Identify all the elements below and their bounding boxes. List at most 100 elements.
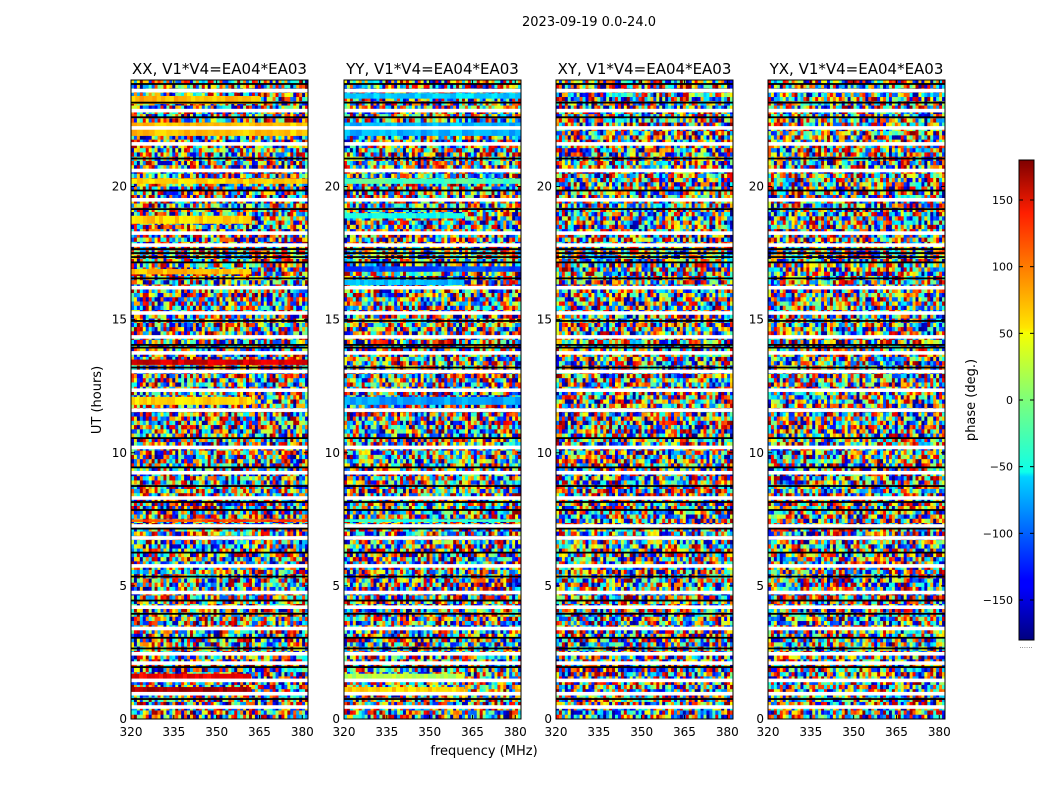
heatmap-cell [166, 143, 170, 149]
heatmap-cell [148, 352, 152, 358]
heatmap-cell [187, 352, 191, 358]
heatmap-cell [133, 92, 138, 98]
heatmap-cell [210, 160, 214, 166]
heatmap-cell [284, 416, 288, 422]
heatmap-cell [187, 416, 191, 422]
heatmap-cell [169, 412, 173, 417]
heatmap-cell [251, 348, 256, 353]
heatmap-cell [133, 190, 138, 196]
heatmap-cell [275, 84, 279, 89]
heatmap-cell [175, 203, 179, 209]
heatmap-cell [287, 80, 291, 85]
heatmap-cell [160, 288, 164, 294]
heatmap-cell [178, 425, 182, 430]
heatmap-cell [302, 344, 306, 349]
heatmap-cell [145, 344, 150, 349]
heatmap-cell [275, 395, 279, 400]
heatmap-cell [136, 118, 141, 123]
heatmap-cell [290, 118, 294, 123]
heatmap-cell [237, 224, 241, 230]
heatmap-cell [157, 339, 161, 345]
heatmap-cell [178, 207, 182, 213]
heatmap-cell [296, 373, 300, 379]
heatmap-cell [163, 195, 167, 200]
heatmap-cell [302, 327, 306, 332]
heatmap-cell [213, 237, 217, 243]
heatmap-cell [210, 165, 214, 170]
heatmap-cell [293, 344, 297, 349]
heatmap-cell [136, 152, 141, 158]
heatmap-cell [190, 322, 194, 328]
heatmap-cell [240, 237, 244, 243]
heatmap-cell [231, 293, 235, 298]
heatmap-cell [296, 216, 300, 221]
heatmap-cell [293, 186, 297, 192]
heatmap-cell [219, 425, 223, 430]
heatmap-cell [225, 382, 229, 388]
heatmap-cell [269, 263, 273, 268]
heatmap-cell [284, 186, 288, 192]
heatmap-cell [281, 152, 285, 158]
heatmap-cell [287, 390, 291, 396]
heatmap-cell [166, 80, 170, 85]
heatmap-cell [163, 237, 167, 243]
heatmap-cell [163, 348, 167, 353]
heatmap-cell [278, 382, 282, 388]
heatmap-cell [254, 314, 259, 319]
heatmap-cell [243, 390, 247, 396]
heatmap-cell [272, 339, 276, 345]
heatmap-cell [195, 80, 200, 85]
heatmap-cell [157, 92, 161, 98]
heatmap-cell [198, 148, 203, 153]
heatmap-cell [296, 263, 300, 268]
heatmap-cell [131, 403, 135, 409]
heatmap-cell [204, 331, 209, 336]
heatmap-cell [302, 331, 306, 336]
heatmap-cell [163, 135, 167, 140]
heatmap-cell [148, 420, 152, 426]
heatmap-cell [257, 212, 262, 217]
heatmap-cell [131, 118, 135, 123]
heatmap-cell [160, 314, 164, 319]
heatmap-cell [249, 212, 253, 217]
heatmap-cell [302, 339, 306, 345]
heatmap-cell [145, 280, 150, 285]
heatmap-cell [136, 327, 141, 332]
heatmap-cell [181, 233, 185, 238]
heatmap-cell [169, 139, 173, 145]
heatmap-cell [163, 258, 167, 264]
heatmap-cell [184, 339, 188, 345]
heatmap-cell [195, 139, 200, 145]
heatmap-cell [210, 203, 214, 209]
heatmap-cell [195, 263, 200, 268]
heatmap-cell [204, 378, 209, 383]
heatmap-cell [204, 139, 209, 145]
heatmap-cell [237, 118, 241, 123]
heatmap-cell [216, 425, 220, 430]
heatmap-cell [195, 382, 200, 388]
heatmap-cell [278, 416, 282, 422]
heatmap-cell [222, 80, 226, 85]
heatmap-cell [284, 173, 288, 179]
heatmap-cell [257, 412, 262, 417]
heatmap-cell [207, 356, 211, 362]
heatmap-cell [287, 139, 291, 145]
heatmap-cell [260, 84, 265, 89]
heatmap-cell [151, 143, 155, 149]
heatmap-cell [192, 322, 197, 328]
heatmap-cell [272, 80, 276, 85]
heatmap-cell [190, 390, 194, 396]
heatmap-cell [278, 101, 282, 106]
heatmap-cell [266, 352, 270, 358]
heatmap-cell [184, 425, 188, 430]
heatmap-cell [178, 403, 182, 409]
heatmap-cell [225, 143, 229, 149]
heatmap-cell [184, 314, 188, 319]
heatmap-cell [187, 429, 191, 434]
heatmap-cell [296, 305, 300, 311]
heatmap-cell [302, 271, 306, 277]
heatmap-cell [243, 224, 247, 230]
heatmap-cell [133, 314, 138, 319]
heatmap-cell [269, 220, 273, 226]
heatmap-cell [169, 322, 173, 328]
